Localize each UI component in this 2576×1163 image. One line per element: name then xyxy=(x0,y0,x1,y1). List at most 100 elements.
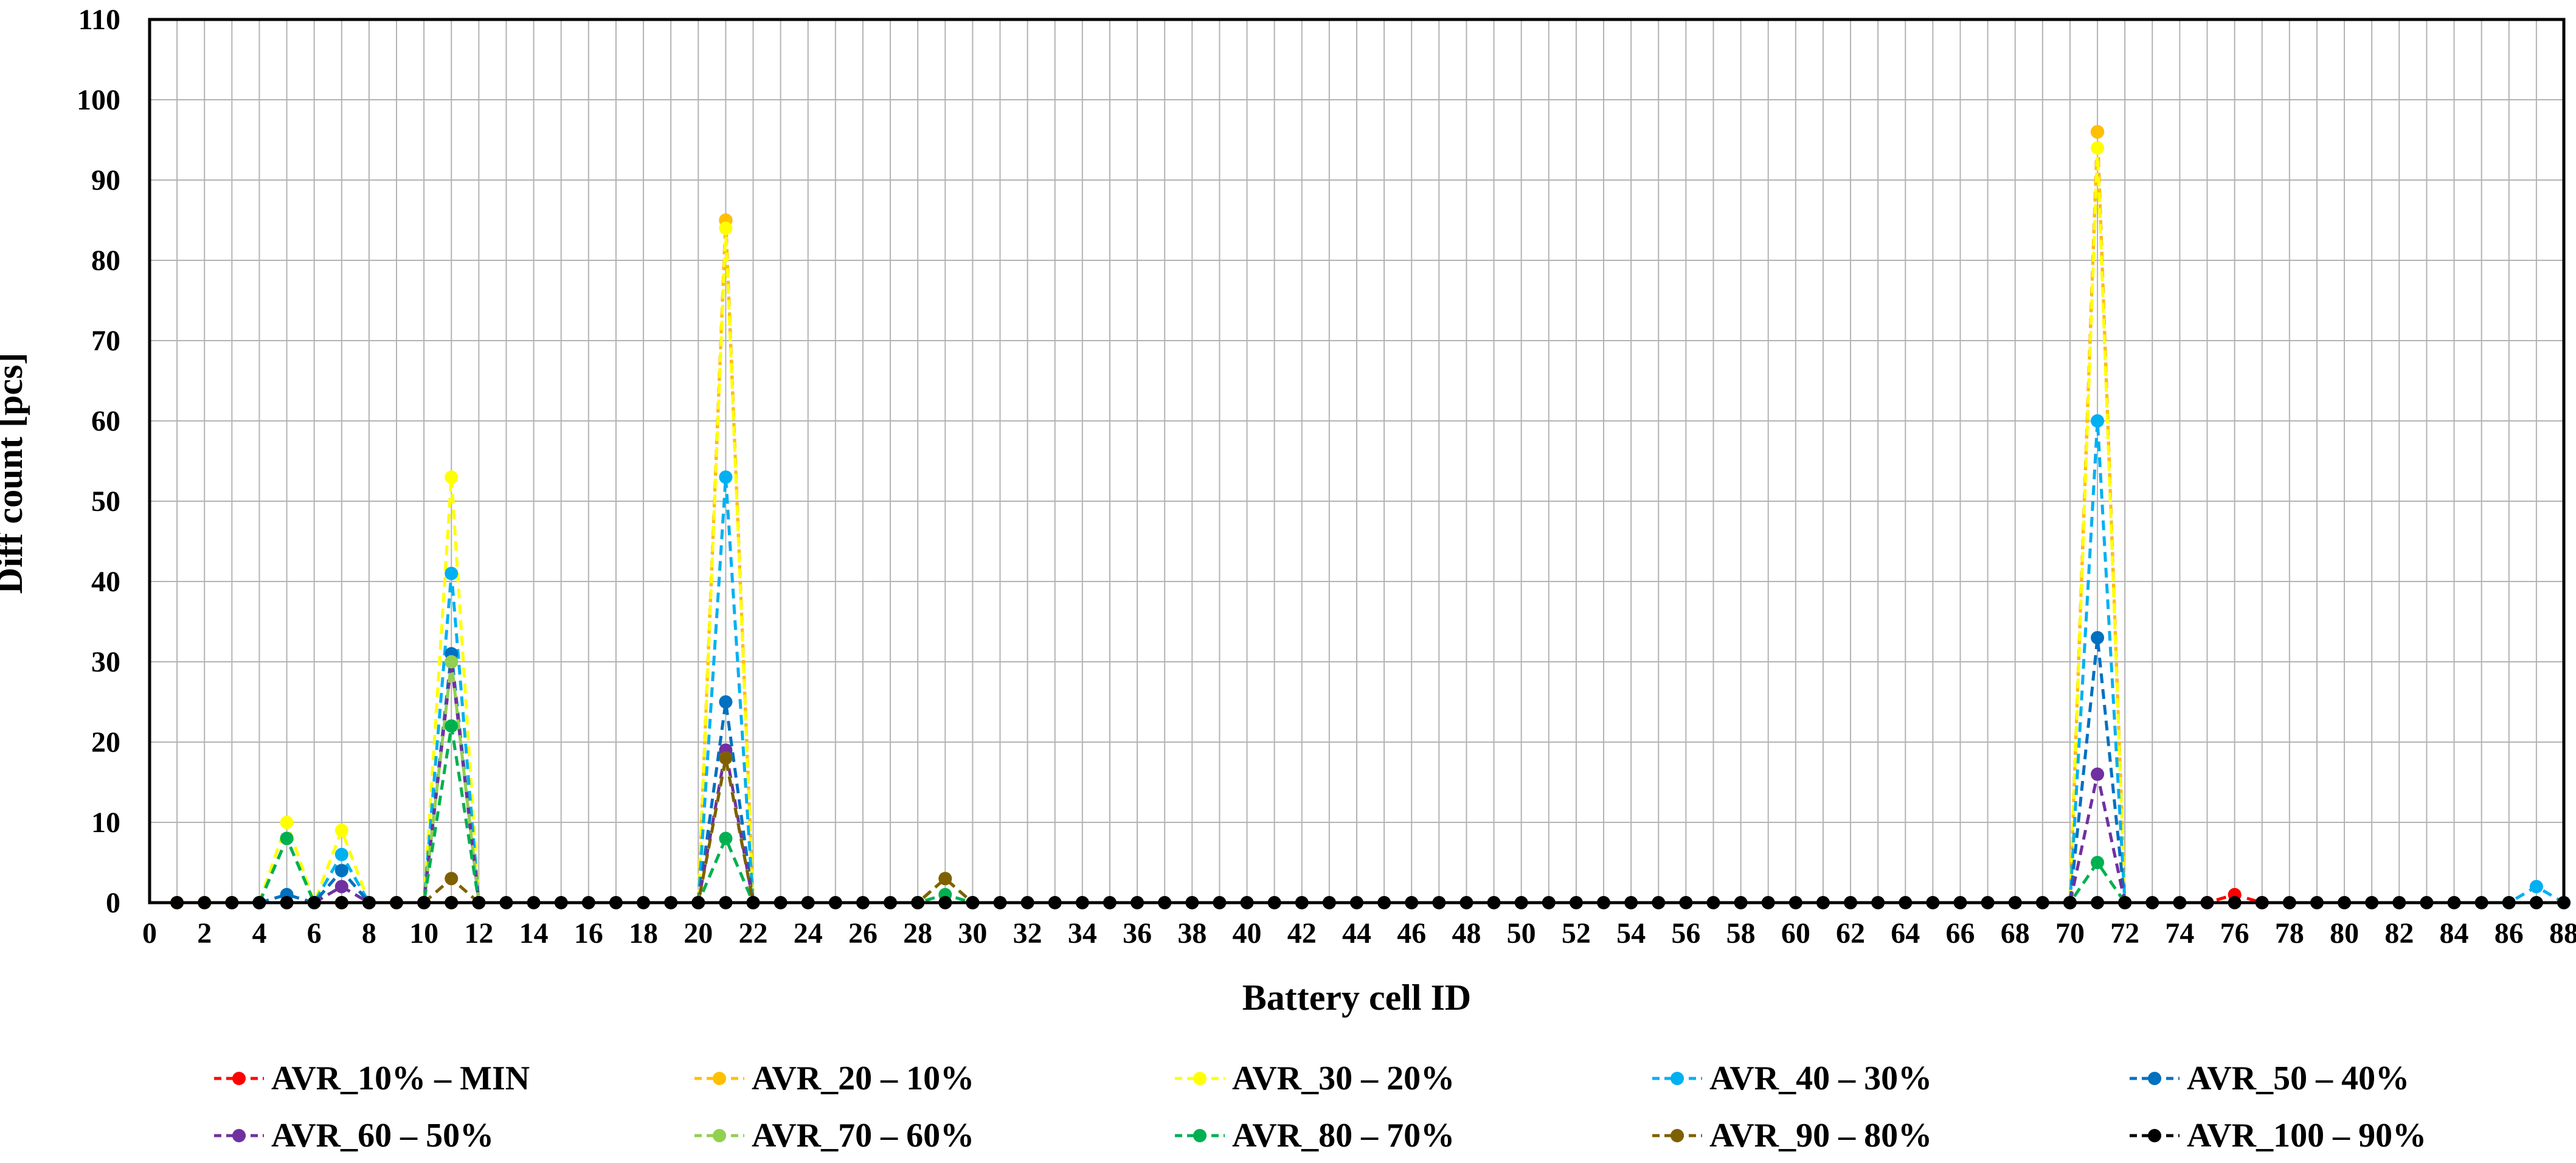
tick-labels: 0 2 4 6 8 10 12 14 16 18 20 22 24 26 28 30 32 34 36 38 40 42 4… xyxy=(77,4,2576,949)
series-line xyxy=(177,131,2127,904)
x-tick-label: 34 xyxy=(1068,917,1097,949)
legend-label: AVR_20 – 10% xyxy=(752,1060,975,1097)
data-point xyxy=(2529,880,2543,894)
legend-swatch-marker xyxy=(1193,1129,1207,1142)
x-tick-label: 48 xyxy=(1452,917,1481,949)
legend-swatch xyxy=(694,1072,744,1085)
series-group xyxy=(170,125,2571,909)
y-tick-label: 20 xyxy=(91,726,120,759)
legend-label: AVR_10% – MIN xyxy=(271,1060,530,1097)
x-tick-label: 26 xyxy=(848,917,878,949)
y-tick-label: 80 xyxy=(91,245,120,277)
x-tick-label: 78 xyxy=(2275,917,2304,949)
legend-swatch-marker xyxy=(232,1129,246,1142)
data-point xyxy=(334,880,348,894)
y-tick-label: 100 xyxy=(77,84,120,116)
x-tick-label: 36 xyxy=(1123,917,1152,949)
x-tick-label: 58 xyxy=(1726,917,1756,949)
x-tick-label: 60 xyxy=(1781,917,1810,949)
data-point xyxy=(445,719,459,733)
x-tick-label: 8 xyxy=(362,917,376,949)
x-tick-label: 32 xyxy=(1013,917,1042,949)
x-tick-label: 64 xyxy=(1891,917,1920,949)
x-tick-label: 68 xyxy=(2001,917,2030,949)
x-tick-label: 70 xyxy=(2055,917,2085,949)
legend-item: AVR_20 – 10% xyxy=(693,1051,974,1106)
y-tick-label: 10 xyxy=(91,807,120,839)
legend-swatch-marker xyxy=(1671,1129,1684,1142)
legend-item: AVR_80 – 70% xyxy=(1174,1108,1455,1163)
legend-item: AVR_30 – 20% xyxy=(1174,1051,1455,1106)
x-tick-label: 4 xyxy=(252,917,266,949)
legend-label: AVR_50 – 40% xyxy=(2187,1060,2410,1097)
series-line xyxy=(423,757,974,904)
x-tick-label: 44 xyxy=(1342,917,1371,949)
x-axis-title: Battery cell ID xyxy=(1242,977,1472,1018)
legend-label: AVR_100 – 90% xyxy=(2187,1117,2427,1154)
y-tick-label: 0 xyxy=(106,887,120,919)
x-tick-label: 40 xyxy=(1233,917,1262,949)
legend-swatch-marker xyxy=(232,1072,246,1085)
x-tick-label: 22 xyxy=(739,917,768,949)
legend: AVR_10% – MIN AVR_20 – 10% AVR_30 – 20% AVR… xyxy=(0,1046,2576,1156)
legend-swatch-marker xyxy=(713,1072,726,1085)
data-point xyxy=(445,872,459,886)
legend-item: AVR_100 – 90% xyxy=(2128,1108,2426,1163)
data-point xyxy=(2091,141,2105,155)
x-tick-label: 82 xyxy=(2384,917,2414,949)
y-tick-label: 50 xyxy=(91,485,120,518)
legend-label: AVR_40 – 30% xyxy=(1709,1060,1933,1097)
x-tick-label: 20 xyxy=(684,917,713,949)
data-point xyxy=(445,566,459,580)
y-tick-label: 30 xyxy=(91,646,120,678)
legend-label: AVR_80 – 70% xyxy=(1232,1117,1455,1154)
x-tick-label: 6 xyxy=(307,917,322,949)
legend-swatch xyxy=(2130,1072,2180,1085)
data-point xyxy=(2091,414,2105,428)
data-point xyxy=(719,751,733,765)
x-tick-label: 12 xyxy=(464,917,493,949)
legend-swatch xyxy=(1652,1129,1702,1142)
legend-item: AVR_40 – 30% xyxy=(1651,1051,1932,1106)
x-tick-label: 24 xyxy=(794,917,823,949)
x-tick-label: 54 xyxy=(1616,917,1646,949)
x-tick-label: 62 xyxy=(1836,917,1865,949)
x-tick-label: 50 xyxy=(1507,917,1536,949)
legend-swatch-marker xyxy=(2148,1072,2161,1085)
legend-swatch-marker xyxy=(713,1129,726,1142)
data-point xyxy=(719,695,733,709)
legend-swatch xyxy=(214,1072,264,1085)
legend-swatch xyxy=(694,1129,744,1142)
legend-item: AVR_10% – MIN xyxy=(213,1051,530,1106)
data-point xyxy=(334,824,348,838)
series-2 xyxy=(170,125,2132,909)
legend-label: AVR_30 – 20% xyxy=(1232,1060,1455,1097)
legend-item: AVR_50 – 40% xyxy=(2128,1051,2409,1106)
data-point xyxy=(719,221,733,235)
legend-swatch-marker xyxy=(1193,1072,1207,1085)
data-point xyxy=(2091,856,2105,869)
x-tick-label: 2 xyxy=(197,917,212,949)
line-chart: 0 2 4 6 8 10 12 14 16 18 20 22 24 26 28 30 32 34 36 38 40 42 4… xyxy=(0,4,2576,1018)
y-tick-label: 70 xyxy=(91,325,120,357)
legend-swatch-marker xyxy=(1671,1072,1684,1085)
x-tick-label: 76 xyxy=(2220,917,2249,949)
legend-swatch xyxy=(2130,1129,2180,1142)
data-point xyxy=(719,831,733,845)
x-tick-label: 42 xyxy=(1287,917,1317,949)
x-tick-label: 30 xyxy=(958,917,987,949)
legend-item: AVR_70 – 60% xyxy=(693,1108,974,1163)
x-tick-label: 72 xyxy=(2110,917,2139,949)
data-point xyxy=(719,470,733,484)
data-point xyxy=(445,655,459,668)
x-tick-label: 86 xyxy=(2495,917,2524,949)
data-point xyxy=(334,864,348,878)
gridlines xyxy=(149,19,2564,903)
x-tick-label: 28 xyxy=(903,917,932,949)
data-point xyxy=(280,831,294,845)
x-tick-label: 18 xyxy=(629,917,658,949)
data-point xyxy=(280,816,294,829)
x-tick-label: 66 xyxy=(1946,917,1975,949)
x-tick-label: 84 xyxy=(2440,917,2469,949)
